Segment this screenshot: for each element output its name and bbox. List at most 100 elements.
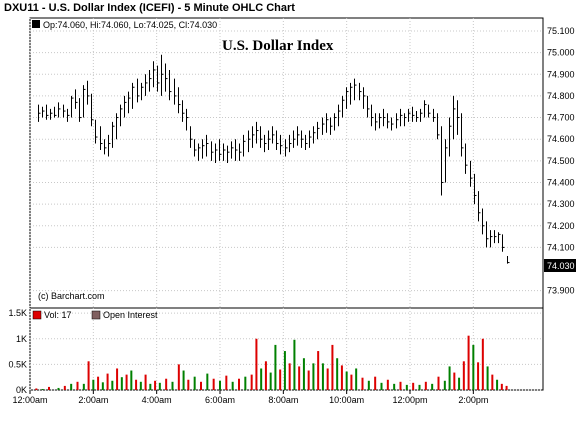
ohlc-bar [248,130,251,153]
price-y-tick-label: 74.500 [547,156,575,166]
volume-bar [212,378,215,390]
volume-bar [48,386,50,390]
ohlc-bar [211,141,214,161]
volume-bar [340,365,343,390]
volume-bar [41,388,44,390]
ohlc-bar [293,130,296,148]
volume-bar [491,374,494,390]
ohlc-bar [334,113,337,131]
volume-bar [302,358,305,390]
volume-bar [106,373,109,390]
legend-volume-swatch [32,310,42,320]
volume-bar [336,358,339,390]
ohlc-bar [465,143,468,174]
volume-bar [399,381,402,390]
x-tick-label: 8:00am [268,395,298,405]
ohlc-bar [256,121,259,144]
x-tick-label: 4:00am [142,395,172,405]
volume-bar [331,344,334,390]
volume-bar [35,388,38,390]
ohlc-bar [186,108,189,131]
ohlc-bar [145,74,148,96]
volume-bar [317,351,320,390]
ohlc-bar [470,160,473,187]
watermark: (c) Barchart.com [38,291,105,301]
price-panel-frame [29,17,544,309]
ohlc-bar [194,139,197,157]
ohlc-bar [453,95,456,140]
volume-bar [386,379,389,390]
ohlc-bar [428,104,431,118]
volume-bar [158,382,161,390]
volume-bar [274,344,277,390]
ohlc-bar [461,113,464,157]
ohlc-bar [494,230,497,244]
volume-bar [144,374,147,390]
ohlc-bar [42,106,45,118]
x-tick-label: 12:00pm [392,395,427,405]
ohlc-bar [449,117,452,157]
ohlc-bar [169,69,172,101]
ohlc-bar [433,108,436,122]
price-y-tick-label: 75.100 [547,26,575,36]
volume-y-tick-label: 0.5K [8,359,27,369]
ohlc-bar [486,221,489,248]
ohlc-bar [137,78,140,103]
ohlc-bar [437,113,440,140]
ohlc-bar [165,63,168,92]
ohlc-bar [178,87,181,114]
volume-bar [87,361,90,390]
price-y-tick-label: 73.900 [547,286,575,296]
ohlc-bar [46,104,49,120]
ohlc-bar [124,95,127,118]
ohlc-bar [231,141,234,159]
volume-bar [165,378,168,390]
ohlc-bar [260,126,263,148]
ohlc-bar [83,85,86,118]
ohlc-bar [268,130,271,151]
legend-open-interest-label: Open Interest [103,310,158,320]
ohlc-bar [498,232,501,244]
volume-bar [269,372,272,390]
ohlc-bar [198,143,201,161]
volume-bar [279,369,282,390]
ohlc-bar [416,111,419,122]
volume-bar [149,383,152,390]
x-tick-label: 12:00am [12,395,47,405]
ohlc-bar [301,130,304,148]
ohlc-bar [309,130,312,148]
ohlc-bar [383,108,386,127]
ohlc-bar [91,93,94,127]
volume-bar [206,373,209,390]
ohlc-bar [79,98,82,122]
price-y-tick-label: 74.300 [547,199,575,209]
ohlc-bar [305,134,308,151]
volume-bar [453,372,456,390]
ohlc-bar [112,121,115,148]
ohlc-bar [280,134,283,155]
chart-title: U.S. Dollar Index [222,38,334,54]
ohlc-info-text: Op:74.060, Hi:74.060, Lo:74.025, Cl:74.0… [43,20,217,30]
volume-bar [496,379,499,390]
ohlc-bar [363,87,366,109]
ohlc-bar [359,82,362,101]
volume-bar [244,376,247,390]
ohlc-bar [441,126,444,196]
volume-bar [298,366,301,390]
volume-bar [238,378,240,390]
ohlc-bar [243,134,246,157]
volume-bar [171,381,174,390]
volume-bar [219,380,221,390]
ohlc-bar [128,91,131,114]
volume-bar [293,339,296,390]
volume-bar [361,377,364,390]
ohlc-bar [367,95,370,118]
price-y-tick-label: 74.400 [547,177,575,187]
ohlc-bar [490,230,493,248]
ohlc-bar [457,100,460,135]
info-marker-icon [32,20,40,28]
ohlc-bar [104,139,107,155]
volume-bar [412,382,415,390]
price-y-tick-label: 74.800 [547,91,575,101]
